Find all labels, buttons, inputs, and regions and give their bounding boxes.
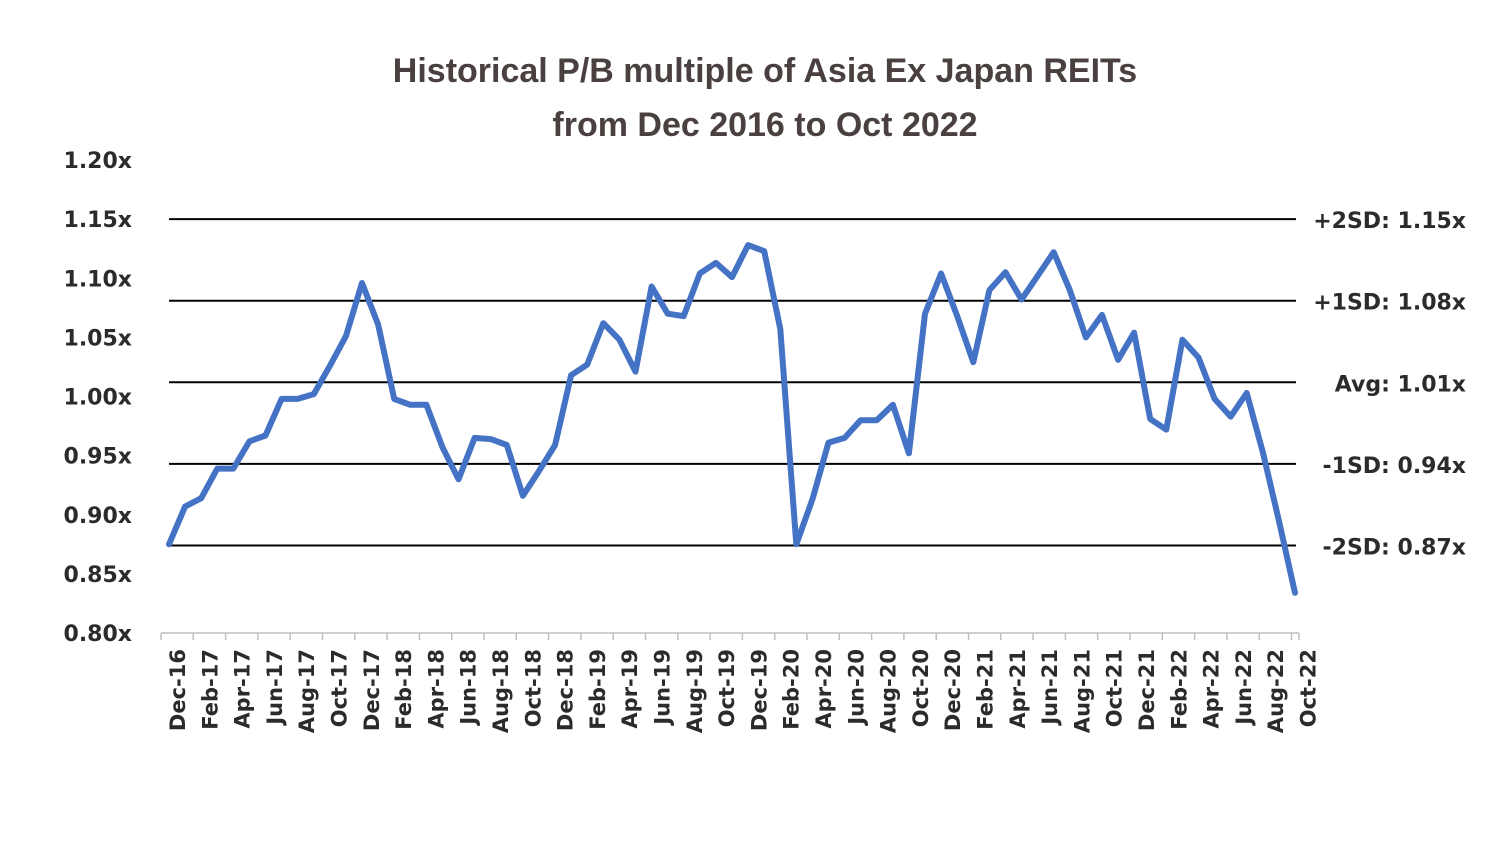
x-tick-label: Dec-21 (1135, 649, 1159, 731)
reference-line-label: -2SD: 0.87x (1323, 535, 1466, 560)
x-tick-label: Oct-21 (1103, 649, 1127, 727)
x-tick-label: Aug-22 (1264, 649, 1288, 733)
reference-line-label: +1SD: 1.08x (1313, 291, 1466, 316)
y-tick-label: 1.10x (64, 267, 132, 292)
y-tick-label: 0.90x (64, 504, 132, 529)
y-tick-label: 1.15x (64, 208, 132, 233)
x-tick-label: Aug-21 (1070, 649, 1094, 733)
x-tick-label: Jun-20 (844, 649, 868, 727)
x-tick-label: Feb-20 (780, 649, 804, 730)
y-tick-label: 1.00x (64, 386, 132, 411)
x-tick-label: Dec-19 (747, 649, 771, 731)
series-line (166, 242, 1298, 596)
x-tick-label: Aug-18 (489, 649, 513, 733)
x-tick-label: Dec-20 (941, 649, 965, 731)
chart-title-line-1: Historical P/B multiple of Asia Ex Japan… (392, 52, 1138, 90)
x-tick-label: Aug-17 (295, 649, 319, 733)
reference-line-label: +2SD: 1.15x (1313, 209, 1466, 234)
y-tick-label: 1.20x (64, 149, 132, 174)
y-tick-label: 1.05x (64, 326, 132, 351)
x-tick-label: Feb-21 (974, 649, 998, 730)
x-tick-label: Jun-19 (651, 649, 675, 727)
x-tick-label: Oct-19 (715, 649, 739, 727)
x-tick-label: Feb-17 (198, 649, 222, 730)
x-tick-label: Oct-22 (1297, 649, 1321, 727)
x-tick-label: Feb-18 (392, 649, 416, 730)
x-tick-label: Jun-21 (1038, 649, 1062, 727)
reference-line-label: Avg: 1.01x (1335, 372, 1466, 397)
x-tick-label: Oct-17 (328, 649, 352, 727)
x-tick-label: Apr-19 (618, 649, 642, 729)
chart-title: Historical P/B multiple of Asia Ex Japan… (0, 44, 1500, 152)
x-tick-label: Jun-18 (457, 649, 481, 727)
y-tick-label: 0.85x (64, 563, 132, 588)
x-tick-label: Aug-20 (877, 649, 901, 733)
chart-title-line-2: from Dec 2016 to Oct 2022 (552, 106, 978, 144)
x-tick-label: Dec-18 (554, 649, 578, 731)
x-tick-label: Dec-17 (360, 649, 384, 731)
x-tick-label: Oct-18 (521, 649, 545, 727)
y-tick-label: 0.95x (64, 445, 132, 470)
x-tick-label: Apr-22 (1200, 649, 1224, 729)
x-tick-label: Aug-19 (683, 649, 707, 733)
x-tick-label: Dec-16 (166, 649, 190, 731)
x-tick-label: Apr-21 (1006, 649, 1030, 729)
x-tick-label: Feb-22 (1167, 649, 1191, 730)
x-tick-label: Apr-18 (424, 649, 448, 729)
x-tick-label: Feb-19 (586, 649, 610, 730)
x-tick-label: Jun-17 (263, 649, 287, 727)
x-tick-label: Oct-20 (909, 649, 933, 727)
x-tick-label: Apr-17 (231, 649, 255, 729)
reference-line-label: -1SD: 0.94x (1323, 454, 1466, 479)
x-tick-label: Jun-22 (1232, 649, 1256, 727)
x-tick-label: Apr-20 (812, 649, 836, 729)
y-tick-label: 0.80x (64, 622, 132, 647)
